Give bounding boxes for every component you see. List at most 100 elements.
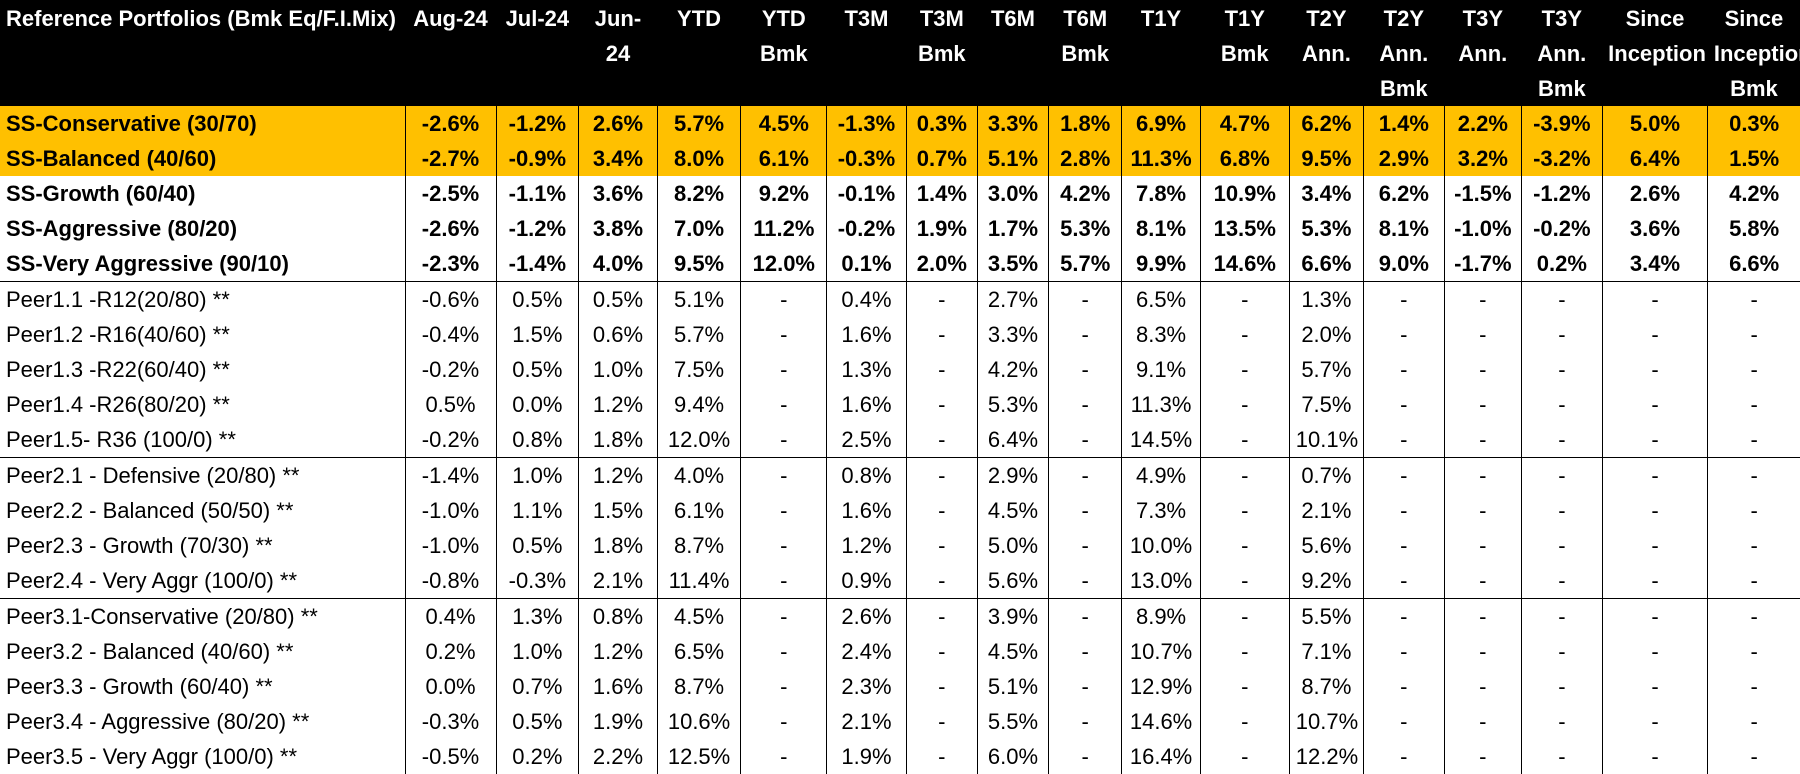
value-cell: -2.6% xyxy=(405,211,497,246)
value-cell: 10.7% xyxy=(1289,704,1365,739)
value-cell: - xyxy=(1363,528,1445,563)
value-cell: 1.6% xyxy=(578,669,658,704)
value-cell: 0.2% xyxy=(1521,246,1603,282)
value-cell: 6.8% xyxy=(1200,141,1290,176)
value-cell: - xyxy=(906,281,978,317)
value-cell: - xyxy=(1707,281,1800,317)
value-cell: 0.3% xyxy=(906,106,978,141)
value-cell: 1.0% xyxy=(578,352,658,387)
column-header: T1Y Bmk xyxy=(1200,0,1290,106)
value-cell: - xyxy=(740,493,828,528)
value-cell: 2.0% xyxy=(1289,317,1365,352)
value-cell: - xyxy=(1750,321,1758,347)
header-row: Reference Portfolios (Bmk Eq/F.I.Mix) Aug… xyxy=(0,0,1800,106)
value-cell: -1.0% xyxy=(1444,211,1523,246)
value-cell: - xyxy=(740,317,828,352)
value-cell: 1.6% xyxy=(826,317,907,352)
value-cell: - xyxy=(1444,317,1523,352)
table-row: Peer1.2 -R16(40/60) ** -0.4% 1.5% 0.6% 5.7% -… xyxy=(0,317,1800,352)
value-cell: - xyxy=(1750,391,1758,417)
value-cell: - xyxy=(1602,598,1709,634)
column-header: T2Y Ann. Bmk xyxy=(1363,0,1445,106)
value-cell: 1.9% xyxy=(826,739,907,774)
value-cell: 4.7% xyxy=(1200,106,1290,141)
value-cell: 0.7% xyxy=(906,141,978,176)
value-cell: 1.0% xyxy=(496,634,580,669)
value-cell: -1.4% xyxy=(496,246,580,282)
value-cell: 7.5% xyxy=(1289,387,1365,422)
value-cell: 2.3% xyxy=(826,669,907,704)
value-cell: - xyxy=(906,387,978,422)
value-cell: - xyxy=(1521,563,1603,599)
value-cell: - xyxy=(1048,598,1123,634)
table-row: Peer3.4 - Aggressive (80/20) ** -0.3% 0.5%… xyxy=(0,704,1800,739)
value-cell: 4.5% xyxy=(657,598,742,634)
value-cell: - xyxy=(1521,422,1603,458)
value-cell: - xyxy=(1048,387,1123,422)
value-cell: 0.6% xyxy=(578,317,658,352)
value-cell: - xyxy=(1602,317,1709,352)
value-cell: - xyxy=(1048,457,1123,493)
value-cell: - xyxy=(740,739,828,774)
column-header: Jul-24 xyxy=(496,0,579,106)
value-cell: - xyxy=(1200,317,1290,352)
value-cell: 4.5% xyxy=(977,493,1050,528)
value-cell: -2.5% xyxy=(405,176,497,211)
portfolio-name-cell: Peer2.1 - Defensive (20/80) ** xyxy=(0,457,406,493)
value-cell: -3.9% xyxy=(1521,106,1603,141)
value-cell: - xyxy=(1602,422,1709,458)
value-cell: 8.7% xyxy=(657,669,742,704)
value-cell: 10.9% xyxy=(1200,176,1290,211)
value-cell: -0.9% xyxy=(496,141,580,176)
value-cell: - xyxy=(1750,708,1758,734)
value-cell: 7.1% xyxy=(1289,634,1365,669)
value-cell: 8.7% xyxy=(657,528,742,563)
value-cell: 1.3% xyxy=(1289,281,1365,317)
table-row: Peer3.2 - Balanced (40/60) ** 0.2% 1.0% 1.2… xyxy=(0,634,1800,669)
value-cell: 12.0% xyxy=(657,422,742,458)
value-cell: - xyxy=(1750,673,1758,699)
value-cell: - xyxy=(1444,387,1523,422)
value-cell: 9.1% xyxy=(1121,352,1201,387)
value-cell: 2.2% xyxy=(578,739,658,774)
table-body: SS-Conservative (30/70) -2.6% -1.2% 2.6% 5.7… xyxy=(0,106,1800,774)
value-cell: - xyxy=(1602,528,1709,563)
portfolio-name-cell: Peer2.2 - Balanced (50/50) ** xyxy=(0,493,406,528)
value-cell: -1.3% xyxy=(826,106,907,141)
value-cell: - xyxy=(1521,669,1603,704)
value-cell: 5.5% xyxy=(977,704,1050,739)
column-header: T3Y Ann. xyxy=(1444,0,1522,106)
value-cell: - xyxy=(1363,563,1445,599)
value-cell: - xyxy=(1363,317,1445,352)
value-cell: 4.5% xyxy=(977,634,1050,669)
portfolio-name-cell: Peer1.1 -R12(20/80) ** xyxy=(0,281,406,317)
value-cell: -1.4% xyxy=(405,457,497,493)
value-cell: 1.5% xyxy=(1707,141,1800,176)
value-cell: 8.1% xyxy=(1363,211,1445,246)
portfolio-name-cell: Peer2.3 - Growth (70/30) ** xyxy=(0,528,406,563)
value-cell: - xyxy=(1750,638,1758,664)
column-header: T6M Bmk xyxy=(1048,0,1122,106)
value-cell: 5.7% xyxy=(1289,352,1365,387)
value-cell: - xyxy=(906,598,978,634)
value-cell: - xyxy=(1363,387,1445,422)
portfolio-name-cell: SS-Aggressive (80/20) xyxy=(0,211,406,246)
value-cell: - xyxy=(1363,493,1445,528)
value-cell: -1.1% xyxy=(496,176,580,211)
value-cell: - xyxy=(1048,281,1123,317)
table-row: Peer1.4 -R26(80/20) ** 0.5% 0.0% 1.2% 9.4% -1… xyxy=(0,387,1800,422)
value-cell: - xyxy=(1750,743,1758,769)
value-cell: 8.7% xyxy=(1289,669,1365,704)
value-cell: 6.9% xyxy=(1121,106,1201,141)
value-cell: 3.0% xyxy=(977,176,1050,211)
value-cell: - xyxy=(1200,739,1290,774)
table-row: SS-Aggressive (80/20) -2.6% -1.2% 3.8% 7.0% 1… xyxy=(0,211,1800,246)
value-cell: 1.2% xyxy=(578,634,658,669)
value-cell: 1.8% xyxy=(578,422,658,458)
value-cell: 10.6% xyxy=(657,704,742,739)
value-cell: - xyxy=(1602,739,1709,774)
column-header: Aug-24 xyxy=(405,0,497,106)
value-cell: - xyxy=(1444,281,1523,317)
value-cell: 14.6% xyxy=(1121,704,1201,739)
value-cell: -0.2% xyxy=(826,211,907,246)
